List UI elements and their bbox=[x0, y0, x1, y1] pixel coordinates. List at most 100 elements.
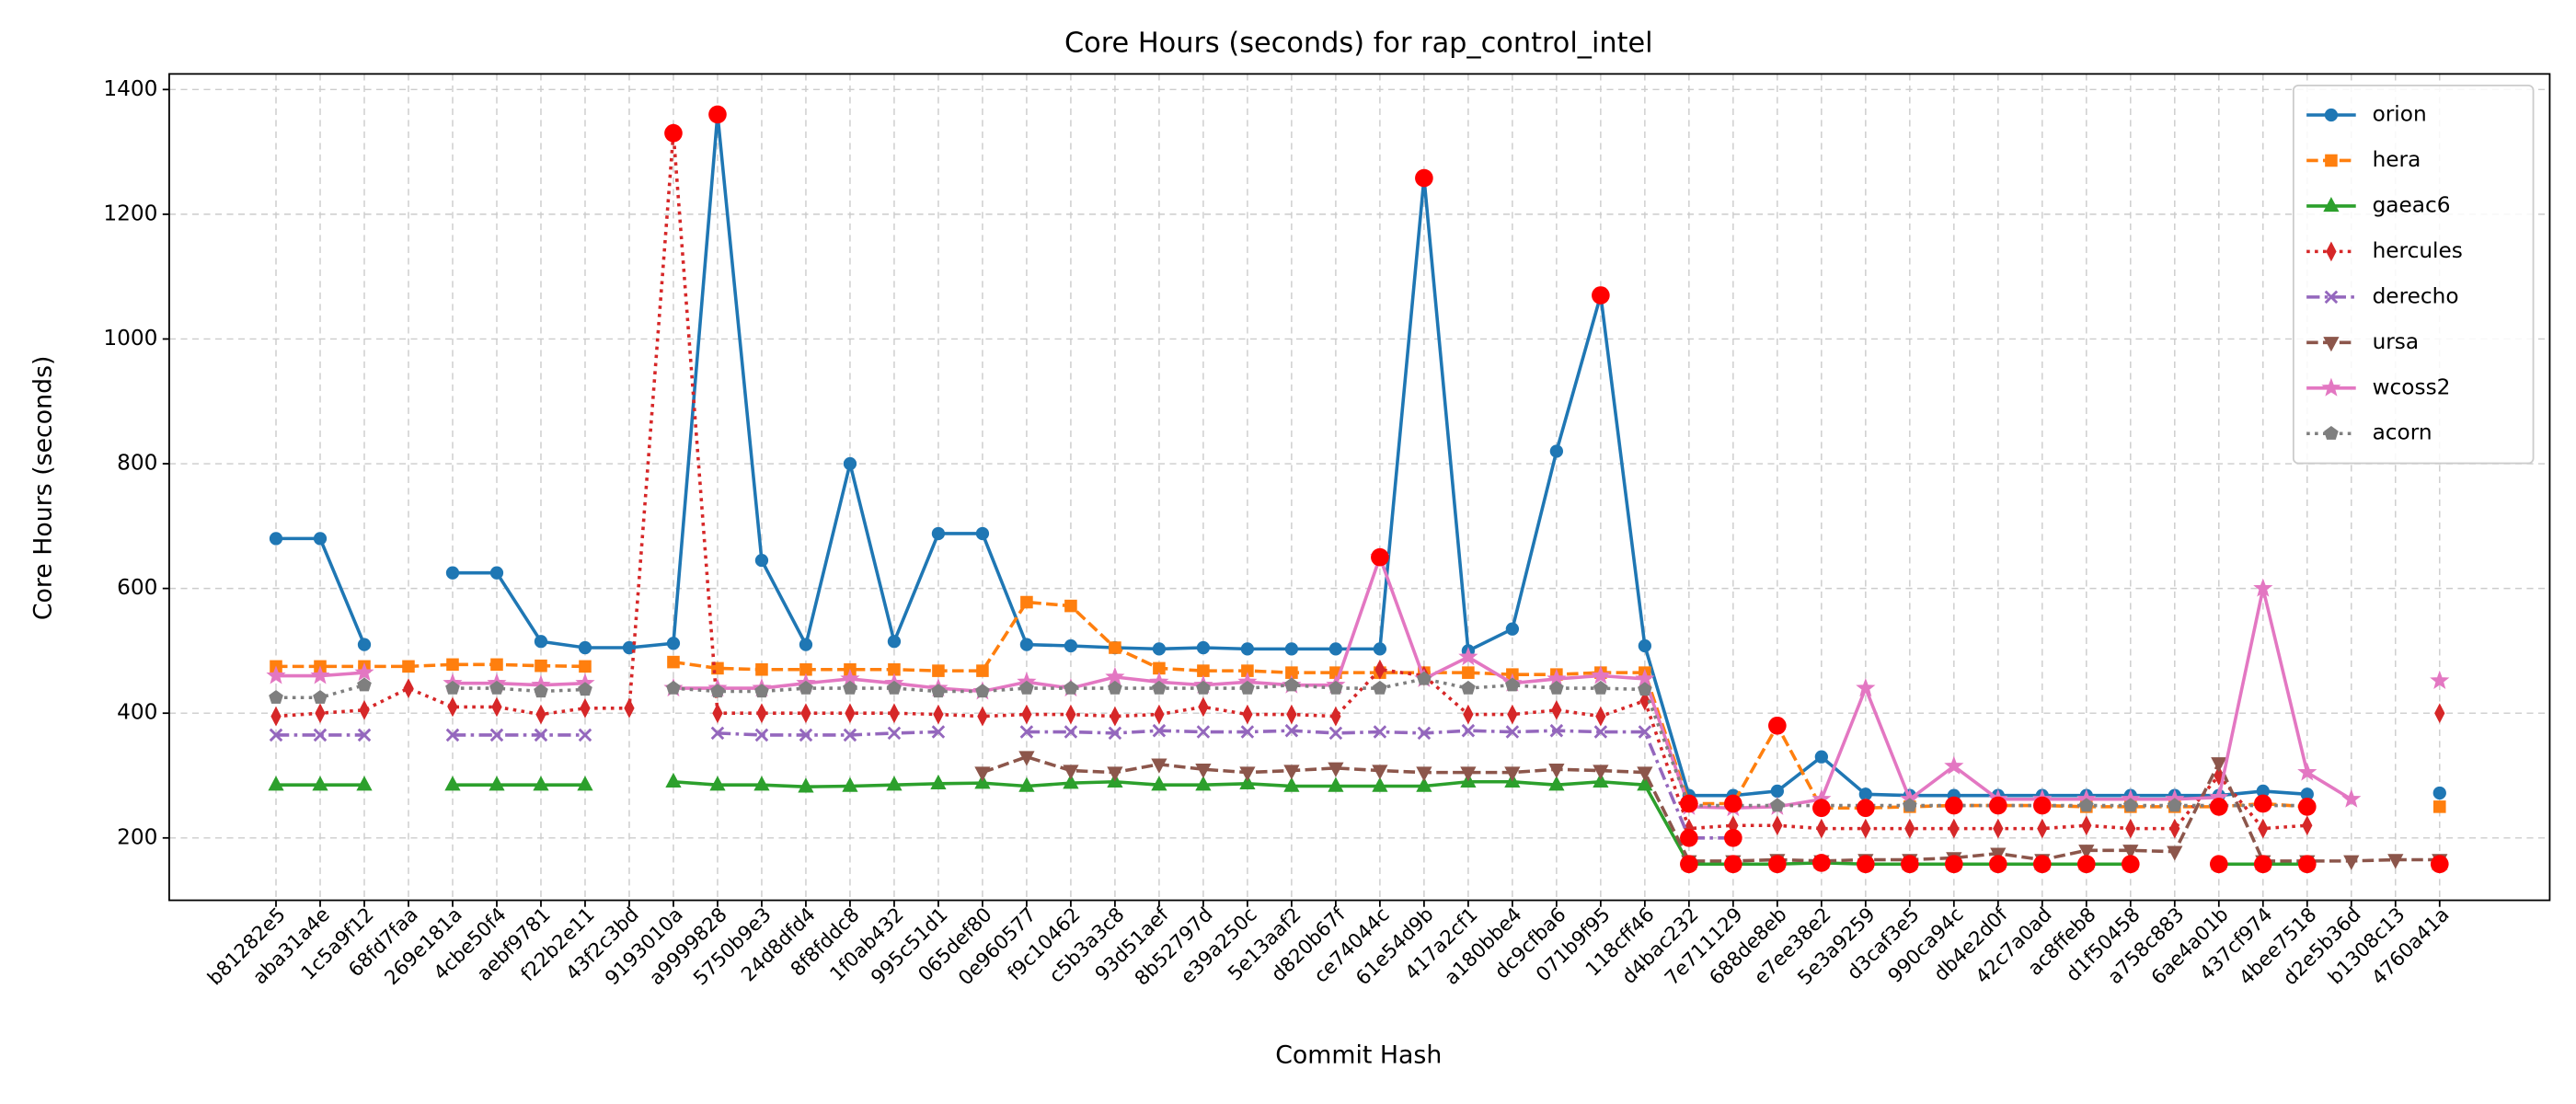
data-point bbox=[535, 659, 547, 673]
data-point bbox=[2341, 788, 2362, 808]
data-point bbox=[1458, 647, 1478, 666]
outlier-point bbox=[1812, 799, 1831, 818]
data-point bbox=[1593, 725, 1608, 739]
outlier-point bbox=[2209, 855, 2228, 874]
data-point bbox=[1504, 766, 1521, 782]
data-point bbox=[1151, 776, 1167, 791]
data-point bbox=[1595, 706, 1606, 727]
data-point bbox=[1638, 682, 1652, 696]
data-point bbox=[1064, 638, 1078, 653]
data-point bbox=[977, 706, 988, 727]
data-point bbox=[1152, 680, 1167, 695]
data-point bbox=[843, 456, 857, 471]
data-point bbox=[1064, 725, 1078, 739]
data-point bbox=[1154, 704, 1165, 725]
data-point bbox=[313, 532, 328, 546]
data-point bbox=[1460, 766, 1477, 782]
data-point bbox=[357, 638, 372, 651]
data-point bbox=[1373, 725, 1387, 739]
data-point bbox=[1196, 725, 1211, 739]
data-point bbox=[491, 696, 502, 718]
data-point bbox=[667, 655, 680, 669]
data-point bbox=[1372, 776, 1388, 792]
data-point bbox=[1593, 680, 1608, 695]
data-point bbox=[2037, 818, 2048, 839]
data-point bbox=[534, 684, 548, 698]
data-point bbox=[357, 728, 372, 742]
outlier-point bbox=[1680, 828, 1698, 847]
data-point bbox=[1105, 666, 1125, 685]
data-point bbox=[1152, 723, 1167, 738]
data-point bbox=[1284, 677, 1299, 692]
data-point bbox=[1591, 665, 1611, 684]
data-point bbox=[1108, 680, 1122, 695]
data-point bbox=[666, 680, 681, 695]
data-point bbox=[933, 704, 944, 725]
data-point bbox=[1195, 763, 1212, 779]
data-point bbox=[1109, 641, 1121, 654]
data-point bbox=[2387, 854, 2404, 869]
data-point bbox=[1018, 776, 1035, 792]
data-point bbox=[2081, 815, 2092, 836]
data-point bbox=[1505, 622, 1520, 636]
data-point bbox=[534, 635, 548, 649]
data-point bbox=[315, 703, 326, 724]
data-point bbox=[1373, 642, 1387, 656]
legend-marker bbox=[2324, 290, 2339, 305]
data-point bbox=[624, 697, 635, 719]
data-point bbox=[1816, 818, 1827, 839]
data-point bbox=[709, 776, 726, 791]
data-point bbox=[1063, 765, 1079, 780]
data-point bbox=[1637, 776, 1653, 791]
data-point bbox=[1286, 704, 1297, 725]
data-point bbox=[665, 772, 682, 788]
legend-label: orion bbox=[2373, 102, 2427, 127]
data-point bbox=[444, 776, 461, 791]
outlier-point bbox=[1724, 794, 1742, 813]
data-point bbox=[755, 662, 768, 676]
data-point bbox=[1019, 680, 1034, 695]
legend-marker bbox=[2323, 196, 2340, 213]
data-point bbox=[843, 680, 857, 695]
data-point bbox=[756, 703, 767, 724]
data-point bbox=[799, 680, 813, 695]
data-point bbox=[976, 664, 989, 677]
data-point bbox=[489, 776, 505, 791]
data-point bbox=[710, 726, 725, 741]
legend-marker bbox=[2325, 154, 2338, 167]
data-point bbox=[1461, 723, 1476, 738]
data-point bbox=[578, 682, 592, 696]
data-point bbox=[1549, 444, 1564, 458]
data-point bbox=[1019, 725, 1034, 739]
data-point bbox=[2169, 818, 2180, 839]
data-point bbox=[578, 640, 592, 655]
data-point bbox=[1020, 595, 1033, 609]
legend-label: acorn bbox=[2373, 420, 2432, 445]
data-point bbox=[1283, 776, 1300, 792]
data-point bbox=[753, 776, 770, 791]
data-point bbox=[2343, 855, 2360, 870]
data-point bbox=[446, 658, 459, 672]
data-point bbox=[2302, 815, 2313, 836]
data-point bbox=[1108, 726, 1122, 741]
data-point bbox=[1240, 725, 1255, 739]
x-axis-label: Commit Hash bbox=[1275, 1041, 1442, 1070]
outlier-point bbox=[1857, 799, 1875, 818]
outlier-point bbox=[2253, 794, 2272, 813]
data-point bbox=[1551, 699, 1562, 720]
data-point bbox=[1328, 642, 1343, 656]
data-point bbox=[754, 553, 769, 568]
y-tick-label: 1000 bbox=[103, 326, 157, 351]
data-point bbox=[1019, 638, 1034, 651]
data-point bbox=[1772, 815, 1783, 836]
outlier-point bbox=[2033, 855, 2052, 874]
series-line bbox=[982, 754, 2440, 863]
data-point bbox=[1196, 640, 1211, 655]
data-point bbox=[445, 566, 460, 580]
outlier-point bbox=[1680, 855, 1698, 874]
plot-frame bbox=[168, 73, 2551, 902]
data-point bbox=[1990, 847, 2007, 863]
data-point bbox=[1505, 725, 1520, 739]
outlier-point bbox=[2076, 855, 2096, 874]
